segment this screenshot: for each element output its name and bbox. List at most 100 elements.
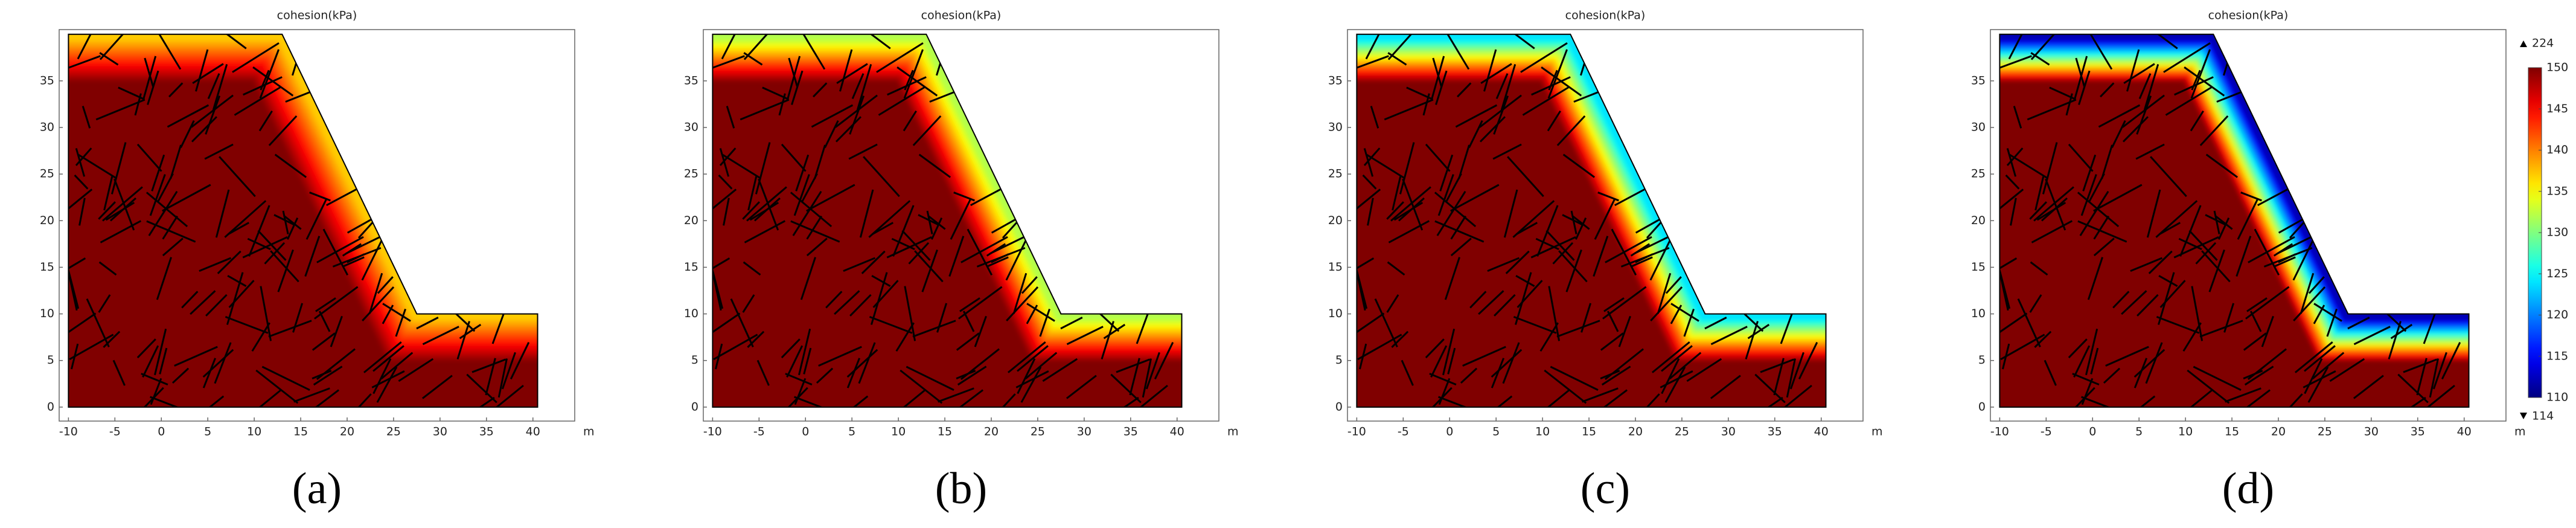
fracture [1007, 341, 1046, 373]
fracture [2034, 176, 2045, 211]
y-tick-label: 15 [684, 260, 698, 274]
fracture [1455, 104, 1498, 128]
fracture [257, 230, 287, 261]
fracture [2304, 358, 2323, 394]
fracture [936, 303, 948, 333]
y-tick-label: 15 [40, 260, 54, 274]
colorbar-tick-label: 145 [2546, 102, 2568, 115]
fracture [313, 365, 343, 386]
fracture [98, 261, 117, 276]
fracture [2061, 387, 2095, 407]
fracture [1520, 42, 1568, 73]
fractures [68, 34, 530, 407]
fracture [422, 375, 453, 399]
fracture [730, 298, 754, 347]
fracture [2093, 237, 2115, 257]
x-tick-label: 10 [891, 425, 906, 439]
fracture [2312, 352, 2345, 379]
fracture [1366, 153, 1405, 179]
fracture [794, 396, 845, 407]
fracture [747, 330, 765, 348]
fracture [497, 358, 508, 398]
fracture [1505, 250, 1530, 274]
y-tick-label: 30 [1328, 121, 1343, 134]
fracture [398, 358, 434, 382]
fracture [2122, 116, 2149, 143]
fracture [1747, 324, 1770, 340]
fracture [136, 143, 162, 172]
fracture [2150, 156, 2187, 198]
fracture [719, 148, 730, 177]
fracture [1390, 186, 1431, 222]
fracture [1462, 346, 1506, 367]
fracture [1602, 286, 1647, 320]
fracture [2103, 367, 2121, 384]
fracture [1487, 257, 1520, 272]
fracture [1665, 276, 1682, 294]
y-tick-label: 35 [1328, 74, 1343, 87]
fracture [930, 217, 943, 240]
y-tick-label: 15 [1328, 260, 1343, 274]
fracture [1362, 174, 1377, 190]
fracture [848, 143, 878, 160]
fracture [1099, 313, 1120, 332]
fracture [171, 367, 190, 384]
fracture [958, 286, 1003, 320]
fracture [858, 342, 876, 384]
fracture [2388, 321, 2402, 359]
fracture [471, 358, 507, 373]
fracture [1500, 64, 1517, 111]
fracture [1388, 220, 1430, 243]
y-tick-label: 25 [40, 167, 54, 181]
fracture [1469, 291, 1487, 309]
fracture [162, 184, 211, 212]
fracture [2079, 190, 2109, 236]
fracture [1042, 358, 1078, 382]
fracture [1536, 205, 1559, 257]
fracture [908, 242, 930, 265]
fracture [871, 275, 891, 288]
fracture [816, 367, 834, 384]
fracture [1429, 373, 1457, 385]
fracture [2126, 49, 2140, 92]
fracture [868, 34, 891, 50]
fracture [1363, 147, 1381, 166]
fracture [712, 274, 722, 311]
fracture [1593, 236, 1609, 277]
fracture [1664, 366, 1686, 403]
panel-label: (a) [292, 464, 342, 514]
fracture [134, 93, 142, 116]
fracture [2215, 215, 2233, 230]
x-tick-label: 5 [848, 425, 855, 439]
x-tick-label: 15 [938, 425, 952, 439]
fracture [1651, 341, 1690, 373]
fracture [150, 378, 162, 405]
fracture [1600, 332, 1624, 351]
fracture [774, 387, 808, 407]
fracture [903, 110, 917, 132]
fracture [141, 373, 168, 385]
fracture [309, 192, 331, 202]
fracture [876, 42, 924, 73]
y-tick-label: 35 [1971, 74, 1986, 87]
fracture [870, 272, 888, 325]
fracture [204, 143, 234, 160]
fracture [1618, 315, 1631, 347]
fracture [1661, 345, 1693, 372]
fracture [382, 303, 411, 322]
fracture [712, 188, 737, 213]
fracture [1507, 156, 1544, 198]
fracture [74, 174, 89, 190]
fracture [959, 297, 980, 312]
fracture [2245, 286, 2290, 320]
fracture [2326, 309, 2338, 337]
fracture [2068, 338, 2088, 359]
fracture [742, 294, 755, 313]
fracture [170, 144, 182, 179]
x-unit: m [2514, 425, 2526, 439]
x-tick-label: 30 [433, 425, 447, 439]
fracture [912, 115, 942, 146]
y-tick-label: 20 [40, 214, 54, 227]
fracture [1548, 69, 1558, 91]
fracture [376, 366, 398, 403]
